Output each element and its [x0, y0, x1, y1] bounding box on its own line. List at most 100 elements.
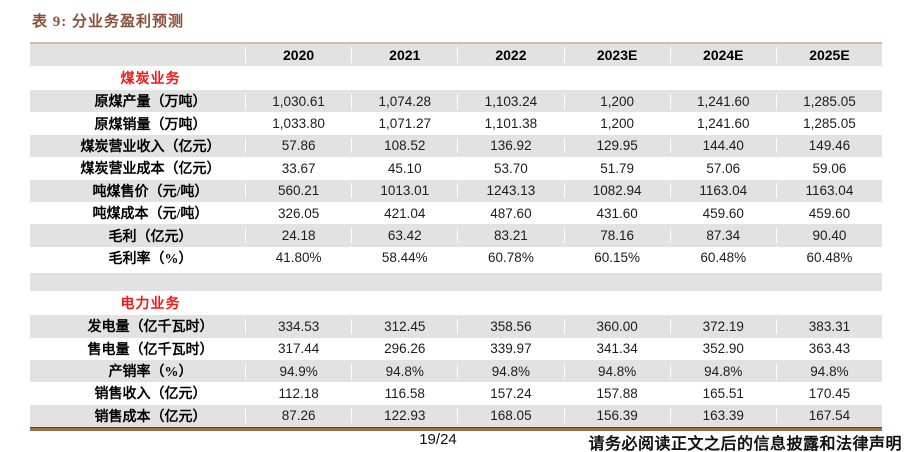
- table-row: 产销率（%） 94.9% 94.8% 94.8% 94.8% 94.8% 94.8%: [30, 359, 882, 383]
- cell-value: 60.48%: [775, 250, 882, 266]
- cell-value: 112.18: [245, 385, 351, 401]
- cell-value: 363.43: [775, 341, 882, 357]
- cell-value: 1,071.27: [351, 116, 457, 132]
- cell-value: 317.44: [245, 341, 351, 357]
- row-label: 吨煤售价（元/吨）: [92, 184, 209, 200]
- cell-value: 41.80%: [245, 250, 351, 266]
- row-label: 产销率（%）: [108, 365, 193, 381]
- cell-value: 60.78%: [457, 250, 563, 266]
- cell-value: 1,101.38: [457, 116, 563, 132]
- table-bottom-rule: [30, 427, 882, 431]
- cell-value: 352.90: [669, 341, 776, 357]
- row-label: 吨煤成本（元/吨）: [92, 207, 209, 223]
- cell-value: 51.79: [563, 160, 670, 176]
- cell-value: 58.44%: [351, 250, 457, 266]
- cell-value: 487.60: [457, 205, 563, 221]
- table-header-row: 2020 2021 2022 2023E 2024E 2025E: [30, 44, 882, 66]
- table-row: 原煤销量（万吨） 1,033.80 1,071.27 1,101.38 1,200 1,2…: [30, 112, 882, 135]
- row-label: 原煤销量（万吨）: [94, 117, 207, 133]
- cell-value: 341.34: [563, 341, 670, 357]
- spacer-row: [30, 273, 882, 292]
- row-label: 毛利（亿元）: [108, 229, 193, 245]
- cell-value: 1163.04: [775, 183, 882, 199]
- forecast-table: 2020 2021 2022 2023E 2024E 2025E 煤炭业务原煤产…: [30, 42, 882, 428]
- table-title: 表 9: 分业务盈利预测: [32, 14, 184, 30]
- cell-value: 372.19: [669, 318, 776, 334]
- cell-value: 59.06: [775, 160, 882, 176]
- row-label: 电力业务: [120, 297, 181, 313]
- cell-value: 94.8%: [669, 363, 776, 379]
- cell-value: 57.06: [669, 160, 776, 176]
- table-rows: 煤炭业务原煤产量（万吨） 1,030.61 1,074.28 1,103.24 1,20…: [30, 66, 882, 428]
- cell-value: 24.18: [245, 228, 351, 244]
- cell-value: 33.67: [245, 160, 351, 176]
- cell-value: 144.40: [669, 138, 776, 154]
- cell-value: 94.8%: [351, 363, 457, 379]
- cell-value: 157.88: [563, 385, 670, 401]
- cell-value: 83.21: [457, 228, 563, 244]
- cell-value: 1,241.60: [669, 93, 776, 109]
- cell-value: 360.00: [563, 318, 670, 334]
- cell-value: 116.58: [351, 385, 457, 401]
- row-label: 煤炭营业收入（亿元）: [80, 139, 221, 155]
- cell-value: 383.31: [775, 318, 882, 334]
- footer-disclaimer: 请务必阅读正文之后的信息披露和法律声明: [588, 436, 902, 452]
- cell-value: 334.53: [245, 318, 351, 334]
- cell-value: 94.9%: [245, 363, 351, 379]
- section-header-row: 煤炭业务: [30, 66, 882, 90]
- cell-value: 1,241.60: [669, 116, 776, 132]
- cell-value: 1,200: [563, 116, 670, 132]
- table-row: 煤炭营业收入（亿元） 57.86 108.52 136.92 129.95 144.40 1…: [30, 134, 882, 158]
- row-label: 销售成本（亿元）: [94, 409, 207, 425]
- column-header-2020: 2020: [245, 47, 351, 63]
- cell-value: 45.10: [351, 160, 457, 176]
- page-number: 19/24: [419, 431, 457, 448]
- row-label: 煤炭营业成本（亿元）: [80, 162, 221, 178]
- cell-value: 1,200: [563, 93, 670, 109]
- cell-value: 87.26: [245, 408, 351, 424]
- cell-value: 421.04: [351, 205, 457, 221]
- cell-value: 560.21: [245, 183, 351, 199]
- cell-value: 108.52: [351, 138, 457, 154]
- cell-value: 78.16: [563, 228, 670, 244]
- column-header-2021: 2021: [351, 47, 457, 63]
- table-row: 煤炭营业成本（亿元） 33.67 45.10 53.70 51.79 57.06 59.06: [30, 157, 882, 180]
- section-header-row: 电力业务: [30, 291, 882, 316]
- cell-value: 1163.04: [669, 183, 776, 199]
- cell-value: 459.60: [775, 205, 882, 221]
- cell-value: 1,030.61: [245, 93, 351, 109]
- table-row: 销售成本（亿元） 87.26 122.93 168.05 156.39 163.39 167…: [30, 404, 882, 428]
- column-header-2025e: 2025E: [775, 47, 882, 63]
- cell-value: 167.54: [775, 408, 882, 424]
- cell-value: 165.51: [669, 385, 776, 401]
- cell-value: 90.40: [775, 228, 882, 244]
- column-header-2024e: 2024E: [669, 47, 776, 63]
- cell-value: 163.39: [669, 408, 776, 424]
- row-label: 销售收入（亿元）: [94, 387, 207, 403]
- cell-value: 170.45: [775, 385, 882, 401]
- cell-value: 60.15%: [563, 250, 670, 266]
- cell-value: 94.8%: [563, 363, 670, 379]
- cell-value: 339.97: [457, 341, 563, 357]
- row-label: 毛利率（%）: [108, 251, 193, 267]
- cell-value: 1,285.05: [775, 93, 882, 109]
- cell-value: 326.05: [245, 205, 351, 221]
- table-row: 售电量（亿千瓦时） 317.44 296.26 339.97 341.34 352.90 3…: [30, 337, 882, 360]
- cell-value: 122.93: [351, 408, 457, 424]
- row-label: 煤炭业务: [120, 72, 181, 87]
- cell-value: 157.24: [457, 385, 563, 401]
- cell-value: 1243.13: [457, 183, 563, 199]
- cell-value: 156.39: [563, 408, 670, 424]
- cell-value: 94.8%: [457, 363, 563, 379]
- cell-value: 1,103.24: [457, 93, 563, 109]
- cell-value: 136.92: [457, 138, 563, 154]
- cell-value: 1082.94: [563, 183, 670, 199]
- cell-value: 1013.01: [351, 183, 457, 199]
- table-row: 原煤产量（万吨） 1,030.61 1,074.28 1,103.24 1,200 1,2…: [30, 90, 882, 113]
- table-row: 毛利（亿元） 24.18 63.42 83.21 78.16 87.34 90.40: [30, 224, 882, 247]
- cell-value: 168.05: [457, 408, 563, 424]
- cell-value: 57.86: [245, 138, 351, 154]
- cell-value: 149.46: [775, 138, 882, 154]
- column-header-2023e: 2023E: [563, 47, 670, 63]
